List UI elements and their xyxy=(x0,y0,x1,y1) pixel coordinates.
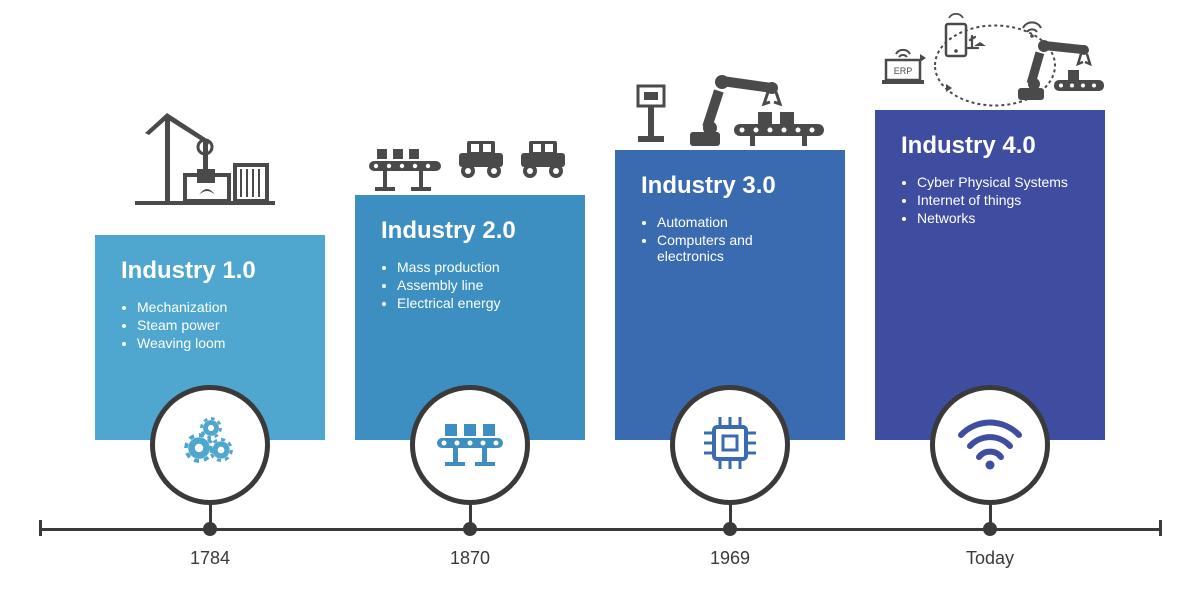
assembly-cars-icon xyxy=(365,125,575,195)
industry-2-timeline-dot xyxy=(463,522,477,536)
industry-4-bullet: Cyber Physical Systems xyxy=(917,174,1083,190)
gears-icon xyxy=(175,408,245,483)
industry-2-year-label: 1870 xyxy=(450,548,490,569)
industry-2-bullets: Mass production Assembly line Electrical e… xyxy=(381,259,563,311)
industry-3-year-label: 1969 xyxy=(710,548,750,569)
robot-arm-icon xyxy=(630,50,830,150)
industry-1-year-label: 1784 xyxy=(190,548,230,569)
industry-3-timeline-dot xyxy=(723,522,737,536)
industry-4-circle xyxy=(930,385,1050,505)
industry-4-year-label: Today xyxy=(966,548,1014,569)
wifi-icon xyxy=(955,415,1025,476)
timeline-end-tick xyxy=(1159,520,1162,536)
industry-3-title: Industry 3.0 xyxy=(641,172,823,200)
industry-4-bullets: Cyber Physical Systems Internet of things… xyxy=(901,174,1083,226)
industry-1-bullet: Steam power xyxy=(137,317,303,333)
industry-3-bullet: Computers and electronics xyxy=(657,232,823,264)
industry-3-circle xyxy=(670,385,790,505)
industry-2-circle xyxy=(410,385,530,505)
industry-4-bullet: Internet of things xyxy=(917,192,1083,208)
iot-network-icon: ERP xyxy=(880,10,1105,110)
industry-2-bullet: Electrical energy xyxy=(397,295,563,311)
industry-timeline-infographic: Industry 1.0 Mechanization Steam power Weav… xyxy=(0,0,1200,595)
industry-2-title: Industry 2.0 xyxy=(381,217,563,245)
industry-2-bullet: Mass production xyxy=(397,259,563,275)
industry-3-bullet: Automation xyxy=(657,214,823,230)
industry-4-bullet: Networks xyxy=(917,210,1083,226)
industry-4-title: Industry 4.0 xyxy=(901,132,1083,160)
industry-1-bullet: Mechanization xyxy=(137,299,303,315)
industry-2-bullet: Assembly line xyxy=(397,277,563,293)
industry-1-circle xyxy=(150,385,270,505)
industry-1-bullets: Mechanization Steam power Weaving loom xyxy=(121,299,303,351)
industry-4-timeline-dot xyxy=(983,522,997,536)
conveyor-icon xyxy=(431,418,509,473)
chip-icon xyxy=(698,411,762,480)
industry-1-title: Industry 1.0 xyxy=(121,257,303,285)
industry-1-bullet: Weaving loom xyxy=(137,335,303,351)
timeline-start-tick xyxy=(39,520,42,536)
industry-3-bullets: Automation Computers and electronics xyxy=(641,214,823,264)
svg-text:ERP: ERP xyxy=(894,66,913,76)
steam-loom-icon xyxy=(135,105,275,205)
industry-1-timeline-dot xyxy=(203,522,217,536)
